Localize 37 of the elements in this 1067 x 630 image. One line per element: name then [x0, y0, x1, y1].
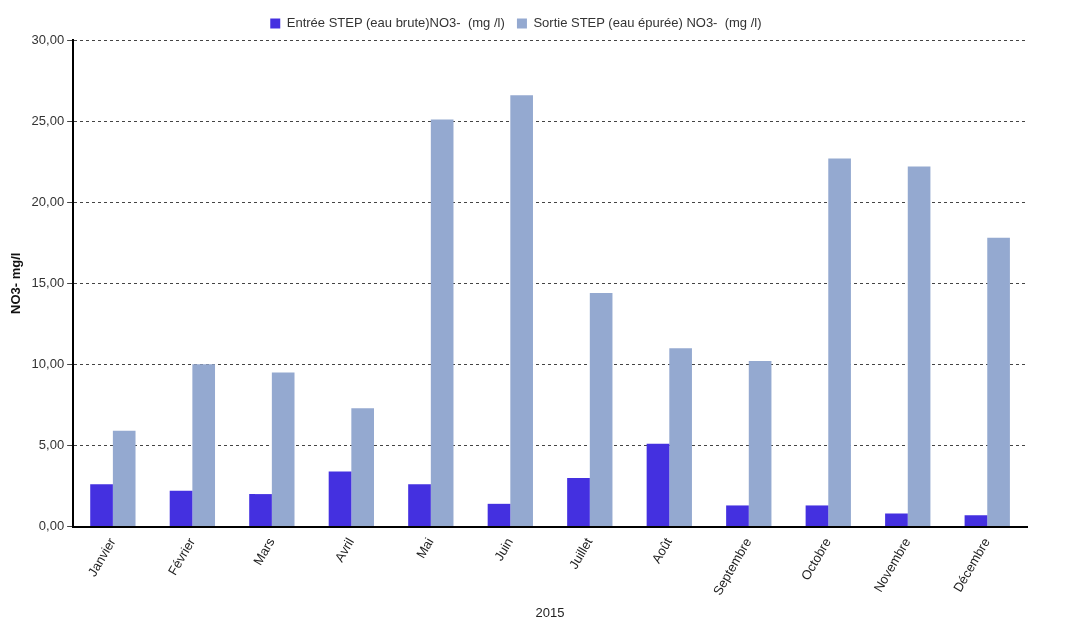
bar [726, 505, 749, 527]
legend-label: Entrée STEP (eau brute)NO3- (mg /l) [286, 15, 505, 31]
bar [430, 119, 454, 527]
bar [828, 158, 851, 527]
bar [805, 505, 829, 527]
bar [169, 490, 193, 527]
bar [192, 364, 216, 527]
legend-label: Sortie STEP (eau épurée) NO3- (mg /l) [533, 15, 762, 31]
bar [510, 95, 533, 527]
y-tick-label: 10,00 [31, 355, 65, 371]
y-tick-label: 15,00 [31, 274, 65, 290]
x-tick-label: Mai [413, 535, 437, 561]
bar [669, 348, 692, 527]
bar [271, 372, 295, 527]
bar [249, 494, 272, 527]
y-tick-label: 5,00 [38, 437, 65, 453]
y-tick-label: 0,00 [38, 518, 65, 534]
y-tick-label: 25,00 [31, 112, 65, 128]
x-tick-label: Juin [491, 535, 517, 564]
bar [328, 471, 352, 527]
bar [748, 361, 772, 527]
bar [351, 408, 374, 527]
bar [907, 166, 931, 527]
bar [90, 484, 113, 527]
bar [964, 515, 988, 527]
y-axis-title: NO3- mg/l [8, 252, 24, 314]
y-tick-label: 20,00 [31, 193, 65, 209]
bar [885, 513, 908, 527]
bar [987, 237, 1010, 527]
bar [487, 503, 511, 527]
bar [646, 443, 670, 527]
x-axis-title: 2015 [535, 604, 565, 620]
bar [567, 477, 590, 527]
y-tick-label: 30,00 [31, 31, 65, 47]
bar [408, 484, 431, 527]
bar [112, 430, 136, 527]
bar [589, 293, 613, 527]
